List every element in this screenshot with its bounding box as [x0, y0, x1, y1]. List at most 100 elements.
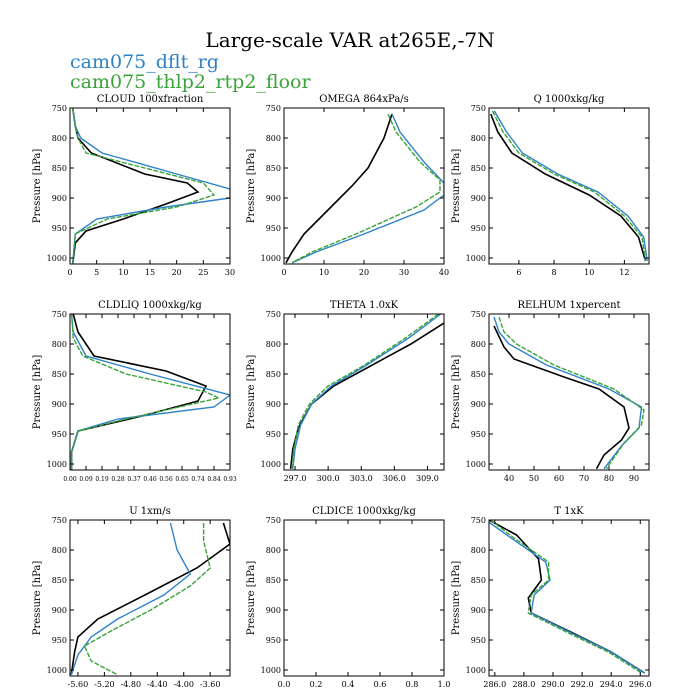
x-tick-label: 0.84	[207, 476, 221, 483]
series-line-2	[291, 113, 441, 264]
x-tick-label: 0.0	[278, 680, 291, 689]
y-tick-label: 900	[471, 606, 486, 615]
y-tick-label: 950	[52, 430, 67, 439]
x-tick-label: 300.0	[317, 474, 340, 483]
y-tick-label: 850	[52, 370, 67, 379]
series-line-0	[70, 522, 230, 675]
x-tick-label: 0.8	[406, 680, 419, 689]
x-tick-label: 25	[198, 268, 208, 277]
x-tick-label: 5	[94, 268, 99, 277]
y-tick-label: 750	[52, 104, 67, 113]
y-tick-label: 800	[471, 340, 486, 349]
y-tick-label: 1000	[47, 460, 67, 469]
x-tick-label: 50	[529, 474, 539, 483]
x-tick-label: 0	[281, 268, 286, 277]
y-tick-label: 800	[471, 546, 486, 555]
plot-frame	[488, 313, 650, 471]
y-axis-label: Pressure [hPa]	[246, 355, 257, 430]
x-tick-label: 70	[579, 474, 589, 483]
series-line-1	[72, 108, 230, 264]
x-tick-label: 90	[629, 474, 639, 483]
y-tick-label: 1000	[466, 666, 486, 675]
chart-title: Large-scale VAR at265E,-7N	[205, 28, 495, 52]
x-tick-label: 6	[516, 268, 521, 277]
y-tick-label: 800	[52, 340, 67, 349]
x-tick-label: 20	[359, 268, 369, 277]
y-tick-label: 800	[471, 134, 486, 143]
series-line-0	[489, 520, 646, 674]
y-axis-label: Pressure [hPa]	[246, 149, 257, 224]
x-tick-label: 20	[172, 268, 182, 277]
y-tick-label: 750	[266, 310, 281, 319]
y-tick-label: 1000	[261, 254, 281, 263]
x-tick-label: 309.0	[416, 474, 439, 483]
x-tick-label: 0.37	[127, 476, 141, 483]
x-tick-label: -4.80	[121, 680, 142, 689]
y-tick-label: 750	[471, 516, 486, 525]
y-tick-label: 750	[52, 516, 67, 525]
series-line-2	[70, 314, 221, 470]
x-tick-label: 0.93	[223, 476, 237, 483]
series-line-2	[83, 523, 211, 676]
plot-frame	[488, 519, 650, 677]
y-tick-label: 750	[266, 104, 281, 113]
y-tick-label: 800	[52, 134, 67, 143]
x-tick-label: 15	[145, 268, 155, 277]
x-tick-label: 296.0	[629, 680, 652, 689]
legend-entry-thlp2-rtp2-floor: cam075_thlp2_rtp2_floor	[70, 72, 311, 92]
x-tick-label: 0.19	[95, 476, 109, 483]
panel-6: U 1xm/s Pressure [hPa] 750 800 850 900 950 1000…	[32, 506, 231, 689]
y-tick-label: 1000	[466, 254, 486, 263]
panel-8: T 1xK Pressure [hPa] 750 800 850 900 950 1000 28…	[451, 506, 652, 689]
x-tick-label: 0.74	[191, 476, 205, 483]
x-tick-label: 30	[399, 268, 409, 277]
y-tick-label: 800	[266, 546, 281, 555]
y-tick-label: 900	[52, 400, 67, 409]
y-tick-label: 950	[471, 224, 486, 233]
x-tick-label: 0.65	[175, 476, 189, 483]
y-tick-label: 750	[52, 310, 67, 319]
x-tick-label: 40	[439, 268, 449, 277]
x-tick-label: 0	[67, 268, 72, 277]
panel-title: RELHUM 1xpercent	[517, 300, 620, 311]
panel-0: CLOUD 100xfraction Pressure [hPa] 750 800 85…	[32, 94, 235, 277]
y-tick-label: 1000	[261, 460, 281, 469]
x-tick-label: 1.0	[438, 680, 451, 689]
series-line-2	[291, 314, 439, 469]
x-tick-label: 0.00	[63, 476, 77, 483]
plot-frame	[283, 107, 445, 265]
legend-entry-dflt-rg: cam075_dflt_rg	[70, 52, 219, 72]
series-line-0	[285, 113, 393, 264]
series-line-1	[493, 110, 648, 262]
series-line-2	[491, 110, 647, 262]
y-axis-label: Pressure [hPa]	[32, 149, 43, 224]
x-tick-label: -4.00	[173, 680, 194, 689]
x-tick-label: 290.0	[542, 680, 565, 689]
y-tick-label: 800	[266, 134, 281, 143]
x-tick-label: 0.46	[143, 476, 157, 483]
x-tick-label: 8	[552, 268, 557, 277]
plot-frame	[488, 107, 650, 265]
y-tick-label: 850	[266, 576, 281, 585]
y-tick-label: 950	[266, 224, 281, 233]
y-tick-label: 750	[471, 104, 486, 113]
panel-title: Q 1000xkg/kg	[534, 94, 605, 105]
y-axis-label: Pressure [hPa]	[451, 149, 462, 224]
y-tick-label: 900	[471, 194, 486, 203]
x-tick-label: 0.09	[79, 476, 93, 483]
x-tick-label: -4.40	[147, 680, 168, 689]
plot-frame	[283, 313, 445, 471]
panel-title: U 1xm/s	[129, 506, 171, 517]
y-tick-label: 900	[52, 606, 67, 615]
x-tick-label: 12	[619, 268, 629, 277]
series-line-1	[489, 521, 645, 674]
x-tick-label: 30	[225, 268, 235, 277]
y-tick-label: 950	[471, 430, 486, 439]
panel-2: Q 1000xkg/kg Pressure [hPa] 750 800 850 900 95…	[451, 94, 650, 277]
y-tick-label: 900	[266, 194, 281, 203]
y-tick-label: 900	[266, 400, 281, 409]
x-tick-label: 10	[319, 268, 329, 277]
y-tick-label: 800	[52, 546, 67, 555]
x-tick-label: 60	[554, 474, 564, 483]
